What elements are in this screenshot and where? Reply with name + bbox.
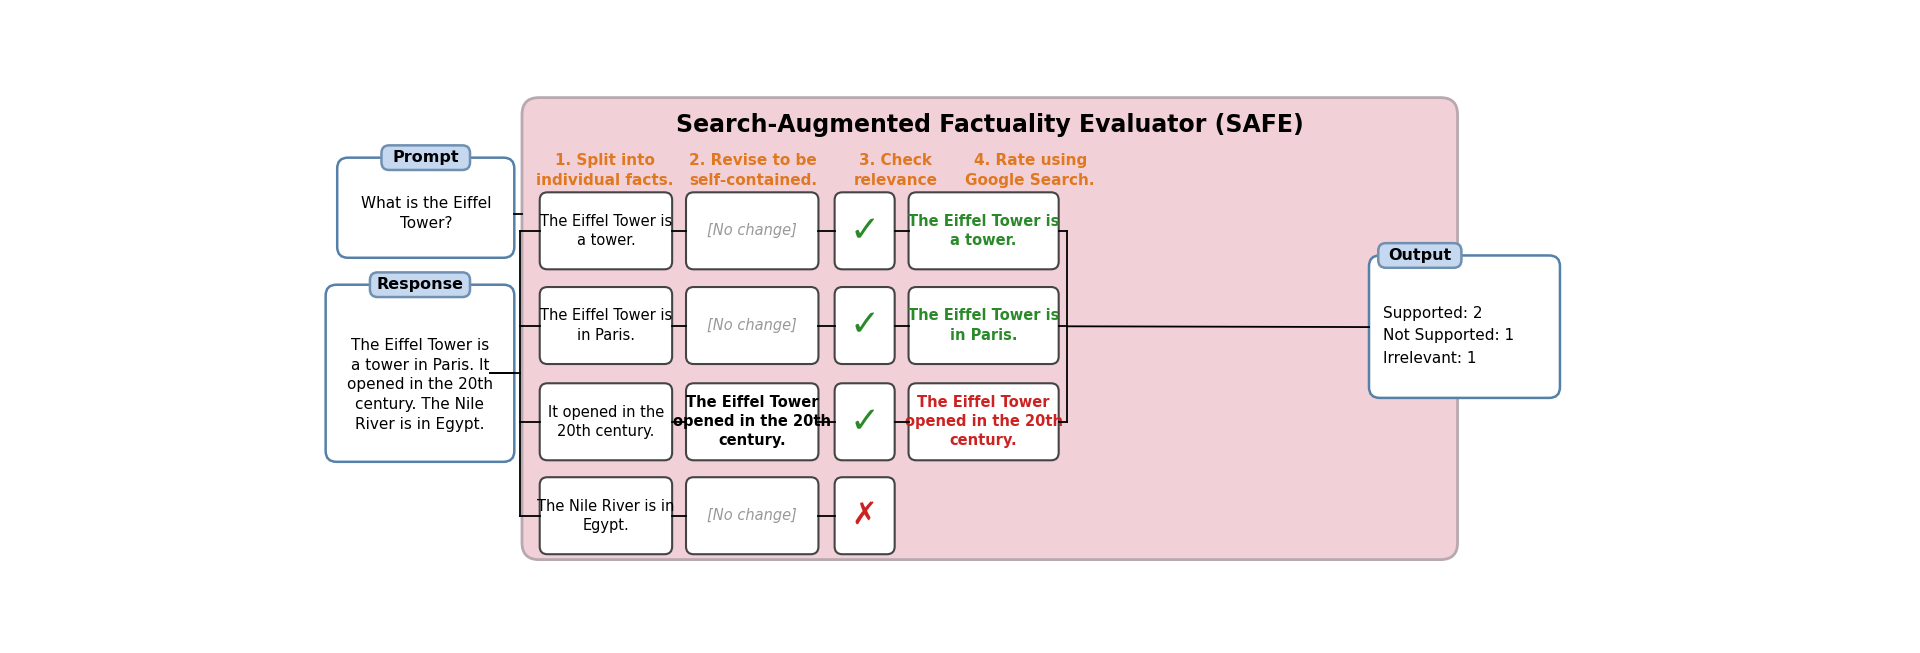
Text: The Eiffel Tower is
in Paris.: The Eiffel Tower is in Paris. [540,308,672,343]
Text: The Eiffel Tower
opened in the 20th
century.: The Eiffel Tower opened in the 20th cent… [674,395,831,449]
Text: 4. Rate using
Google Search.: 4. Rate using Google Search. [966,153,1094,188]
Text: 3. Check
relevance: 3. Check relevance [854,153,937,188]
FancyBboxPatch shape [540,383,672,460]
Text: The Eiffel Tower is
a tower.: The Eiffel Tower is a tower. [540,214,672,248]
Text: Prompt: Prompt [392,150,459,165]
Text: ✓: ✓ [849,214,879,248]
FancyBboxPatch shape [371,272,470,297]
FancyBboxPatch shape [685,383,818,460]
Text: [No change]: [No change] [707,508,797,523]
Text: [No change]: [No change] [707,223,797,238]
Text: ✗: ✗ [852,502,877,530]
FancyBboxPatch shape [835,287,895,364]
FancyBboxPatch shape [1379,243,1461,268]
FancyBboxPatch shape [685,477,818,554]
FancyBboxPatch shape [522,97,1457,560]
FancyBboxPatch shape [685,287,818,364]
FancyBboxPatch shape [382,146,470,170]
Text: Search-Augmented Factuality Evaluator (SAFE): Search-Augmented Factuality Evaluator (S… [676,112,1304,136]
Text: Response: Response [376,278,463,293]
FancyBboxPatch shape [540,477,672,554]
FancyBboxPatch shape [338,157,515,258]
FancyBboxPatch shape [835,477,895,554]
Text: The Eiffel Tower
opened in the 20th
century.: The Eiffel Tower opened in the 20th cent… [904,395,1062,449]
Text: 1. Split into
individual facts.: 1. Split into individual facts. [536,153,674,188]
FancyBboxPatch shape [540,193,672,269]
FancyBboxPatch shape [835,193,895,269]
FancyBboxPatch shape [908,193,1058,269]
Text: What is the Eiffel
Tower?: What is the Eiffel Tower? [361,197,492,231]
Text: 2. Revise to be
self-contained.: 2. Revise to be self-contained. [689,153,818,188]
FancyBboxPatch shape [540,287,672,364]
Text: [No change]: [No change] [707,318,797,333]
Text: The Eiffel Tower is
a tower in Paris. It
opened in the 20th
century. The Nile
Ri: The Eiffel Tower is a tower in Paris. It… [348,338,493,432]
FancyBboxPatch shape [835,383,895,460]
FancyBboxPatch shape [908,287,1058,364]
Text: ✓: ✓ [849,405,879,439]
FancyBboxPatch shape [326,285,515,462]
Text: It opened in the
20th century.: It opened in the 20th century. [547,405,664,439]
FancyBboxPatch shape [1369,255,1559,398]
Text: The Eiffel Tower is
in Paris.: The Eiffel Tower is in Paris. [908,308,1060,343]
Text: Supported: 2
Not Supported: 1
Irrelevant: 1: Supported: 2 Not Supported: 1 Irrelevant… [1382,306,1515,366]
Text: The Nile River is in
Egypt.: The Nile River is in Egypt. [538,499,674,533]
Text: The Eiffel Tower is
a tower.: The Eiffel Tower is a tower. [908,214,1060,248]
FancyBboxPatch shape [908,383,1058,460]
Text: Output: Output [1388,248,1452,263]
FancyBboxPatch shape [685,193,818,269]
Text: ✓: ✓ [849,308,879,343]
